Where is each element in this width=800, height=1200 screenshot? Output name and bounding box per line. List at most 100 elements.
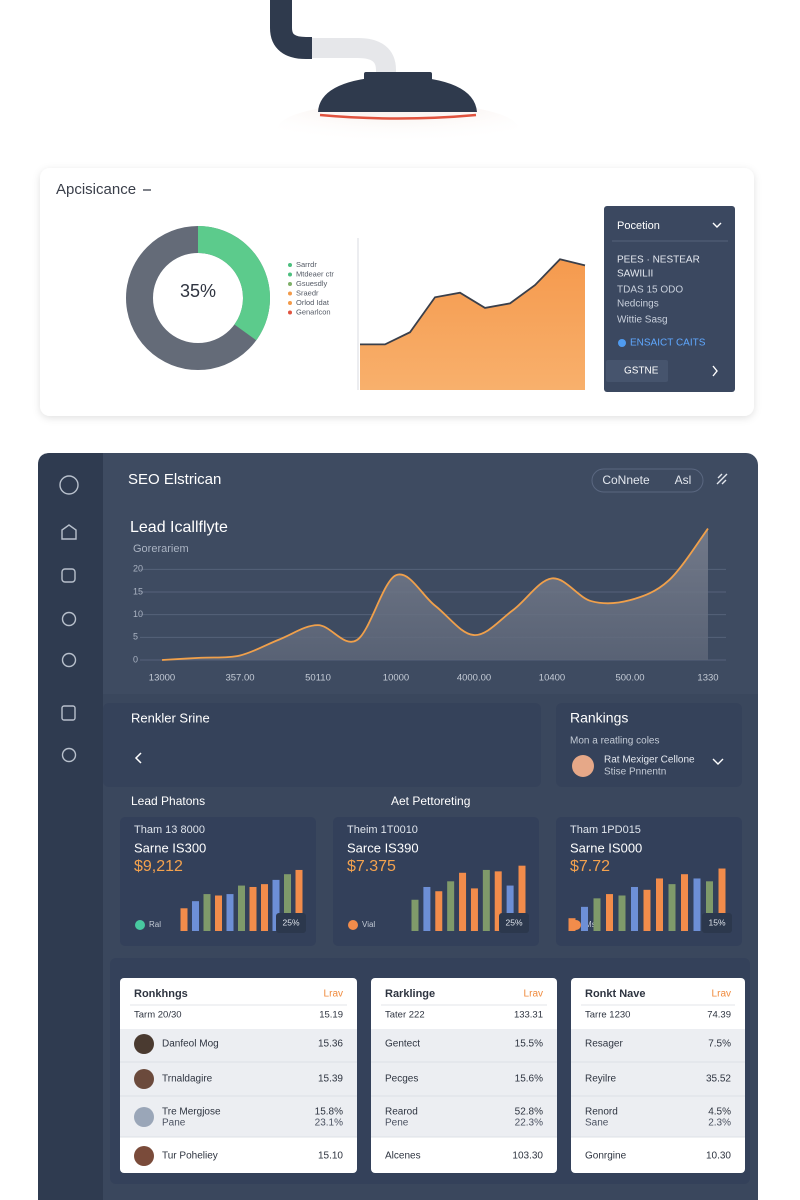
panel-link[interactable]: ENSAICT CAITS — [630, 338, 706, 349]
panel-line: PEES · NESTEAR — [617, 255, 700, 266]
row-label: Tater 222 — [385, 1010, 425, 1021]
row-label: Pane — [162, 1118, 186, 1129]
bar — [706, 881, 713, 931]
x-tick-label: 1330 — [697, 673, 718, 684]
legend-swatch — [288, 291, 292, 296]
chart-title: Lead Icallflyte — [130, 519, 228, 536]
x-tick-label: 10000 — [383, 673, 409, 684]
row-value: 15.10 — [318, 1151, 343, 1162]
row-value: 103.30 — [512, 1151, 543, 1162]
row-value: 133.31 — [514, 1010, 543, 1021]
metric-amount: $7.72 — [570, 858, 610, 875]
row-label: Reyilre — [585, 1074, 617, 1085]
legend-label: Orlod Idat — [296, 298, 330, 307]
bar — [494, 871, 502, 931]
bar — [459, 872, 467, 931]
row-value: 74.39 — [707, 1010, 731, 1021]
row-value: 35.52 — [706, 1074, 731, 1085]
legend-label: Sarrdr — [296, 260, 317, 269]
nav-icon[interactable] — [61, 611, 77, 627]
back-arrow[interactable] — [134, 752, 142, 764]
y-tick-label: 0 — [133, 654, 138, 664]
panel-line: SAWILII — [617, 269, 653, 280]
panel-title: Pocetion — [617, 220, 660, 232]
bar — [618, 895, 626, 931]
table-title: Ronkt Nave — [585, 988, 646, 1000]
button-label[interactable]: GSTNE — [624, 366, 659, 377]
table-body — [571, 1029, 745, 1137]
bar — [693, 878, 701, 931]
row-label: Tarm 20/30 — [134, 1010, 182, 1021]
bar — [447, 881, 455, 931]
person-role: Stise Pnnentn — [604, 767, 666, 778]
table-link[interactable]: Lrav — [712, 989, 731, 1000]
table-title: Ronkhngs — [134, 988, 188, 1000]
metric-amount: $7.375 — [347, 858, 396, 875]
row-value: 7.5% — [708, 1039, 731, 1050]
x-tick-label: 13000 — [149, 673, 175, 684]
chart-subtitle: Gorerariem — [133, 543, 189, 555]
panel-chevron[interactable] — [712, 222, 722, 228]
line-area — [162, 528, 708, 660]
row-value: 15.36 — [318, 1039, 343, 1050]
y-tick-label: 20 — [133, 564, 143, 574]
x-tick-label: 50110 — [305, 673, 331, 684]
bar — [631, 886, 638, 931]
nav-icon[interactable] — [59, 475, 79, 495]
avatar — [134, 1146, 154, 1166]
pill-group[interactable] — [591, 468, 704, 493]
bar — [226, 894, 234, 931]
table-link[interactable]: Lrav — [524, 989, 543, 1000]
lamp-light — [319, 113, 477, 120]
legend-label: Sraedr — [296, 288, 319, 297]
nav-icon[interactable] — [61, 524, 77, 540]
bar — [568, 918, 576, 931]
bar — [518, 865, 526, 931]
badge — [499, 913, 529, 933]
card-chevron[interactable] — [712, 758, 724, 765]
row-value: 23.1% — [315, 1118, 343, 1129]
lamp-illustration — [270, 0, 518, 154]
area-line — [360, 258, 586, 346]
bar — [192, 901, 199, 931]
card-title: Apcisicance — [56, 181, 136, 198]
bar — [295, 869, 303, 931]
row-label: Tre Mergjose — [162, 1107, 221, 1118]
bar — [249, 886, 257, 931]
lamp-shade — [318, 76, 477, 112]
panel-button[interactable] — [606, 360, 668, 382]
x-tick-label: 10400 — [539, 673, 565, 684]
bar — [470, 888, 478, 931]
line — [161, 527, 709, 661]
row-label: Rearod — [385, 1107, 418, 1118]
section-label: Lead Phatons — [131, 794, 205, 808]
row-value: 15.19 — [319, 1010, 343, 1021]
nav-icon[interactable] — [61, 747, 77, 763]
nav-icon[interactable] — [61, 652, 77, 668]
card-title: Renkler Srine — [131, 710, 210, 725]
avatar — [134, 1107, 154, 1127]
panel-line: Nedcings — [617, 299, 659, 310]
panel-arrow[interactable] — [712, 365, 718, 377]
x-tick-label: 357.00 — [225, 673, 254, 684]
link-button[interactable] — [716, 473, 728, 485]
badge-label: 15% — [708, 917, 725, 927]
bar — [203, 894, 211, 931]
metric-subtitle: Sarce IS390 — [347, 840, 419, 855]
bar — [423, 886, 431, 931]
legend-swatch — [135, 920, 145, 930]
row-value: 10.30 — [706, 1151, 731, 1162]
table-link[interactable]: Lrav — [324, 989, 343, 1000]
dashboard-title: SEO Elstrican — [128, 471, 221, 488]
bar — [238, 885, 245, 931]
bar — [411, 899, 419, 931]
nav-icon[interactable] — [61, 568, 76, 583]
pill[interactable]: Asl — [675, 473, 692, 487]
sidebar — [38, 453, 103, 1200]
row-value: 22.3% — [515, 1118, 543, 1129]
bar — [261, 884, 268, 931]
pill[interactable]: CoNnete — [602, 473, 650, 487]
table-title: Rarklinge — [385, 988, 435, 1000]
nav-icon[interactable] — [61, 705, 76, 721]
link-icon — [618, 339, 626, 347]
